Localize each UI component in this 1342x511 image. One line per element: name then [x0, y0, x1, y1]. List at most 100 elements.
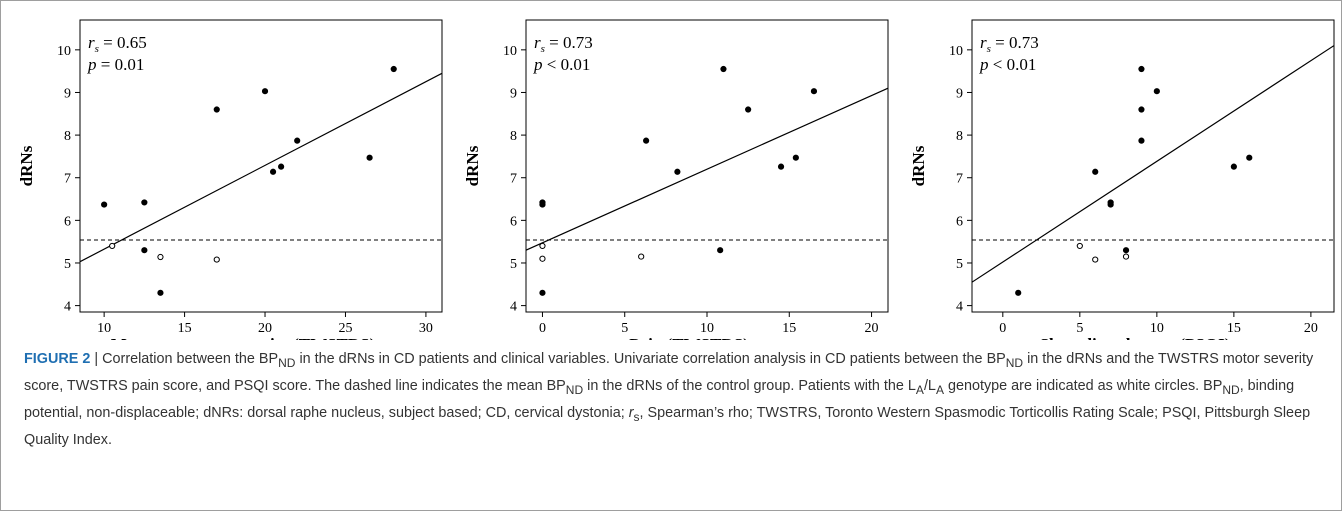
chart-area: 4 5 6 7 8 9 10 10 15 20 25 30 Motor symptom severity… [17, 19, 1335, 340]
data-point-filled [1138, 106, 1145, 113]
y-tick-label: 5 [956, 257, 963, 272]
y-tick-label: 7 [510, 172, 517, 187]
x-tick-label: 0 [539, 321, 546, 336]
data-point-open [109, 242, 116, 250]
data-point-filled [777, 163, 785, 170]
data-point-filled [366, 154, 373, 161]
data-point-filled [1015, 289, 1022, 296]
regression-line [526, 87, 888, 251]
x-tick-label: 20 [865, 321, 879, 336]
y-tick-label: 4 [956, 300, 963, 315]
plot-frame [971, 19, 1335, 313]
data-point-filled [717, 247, 724, 254]
data-point-filled [1153, 88, 1160, 95]
y-tick-label: 9 [64, 86, 71, 101]
regression-line [80, 72, 442, 263]
x-axis-label: Pain (TWSTRS) [629, 335, 749, 340]
data-point-filled [674, 168, 681, 175]
x-tick-label: 10 [1150, 321, 1164, 336]
x-tick-label: 15 [178, 321, 192, 336]
data-point-filled [720, 65, 727, 73]
x-tick-label: 20 [258, 321, 272, 336]
data-point-filled [1230, 163, 1237, 170]
x-tick-label: 5 [621, 321, 628, 336]
data-point-filled [810, 88, 818, 95]
x-tick-label: 10 [700, 321, 714, 336]
p-value-annotation: p = 0.01 [87, 55, 144, 74]
y-tick-label: 8 [64, 129, 71, 144]
y-axis-label: dRNs [463, 145, 482, 186]
data-point-filled [1122, 247, 1130, 254]
caption-separator: | [90, 351, 103, 367]
y-tick-label: 6 [956, 214, 963, 229]
data-point-open [638, 253, 645, 260]
regression-line [972, 45, 1334, 283]
y-tick-label: 8 [510, 129, 517, 144]
x-tick-label: 30 [419, 321, 433, 336]
x-tick-label: 15 [782, 321, 796, 336]
scatter-panel-sleep: 4 5 6 7 8 9 10 0 5 10 15 20 Sleep disturbances (PSQI… [909, 19, 1335, 340]
x-axis-label: Motor symptom severity (TWSTRS) [111, 335, 376, 340]
p-value-annotation: p < 0.01 [979, 55, 1036, 74]
data-point-filled [390, 65, 397, 73]
x-tick-label: 10 [97, 321, 111, 336]
y-tick-label: 9 [510, 86, 517, 101]
data-point-open [539, 255, 546, 262]
y-tick-label: 7 [64, 172, 71, 187]
data-point-filled [1138, 137, 1145, 144]
data-point-filled [745, 106, 752, 113]
data-point-filled [1138, 65, 1145, 73]
scatter-panel-pain: 4 5 6 7 8 9 10 0 5 10 15 20 Pain (TWSTRS) dRNs rs = 0.… [463, 19, 889, 340]
data-point-filled [1107, 199, 1114, 206]
scatter-panel-motor: 4 5 6 7 8 9 10 10 15 20 25 30 Motor symptom severity… [17, 19, 443, 340]
y-tick-label: 6 [64, 214, 71, 229]
data-point-filled [213, 106, 220, 113]
x-tick-label: 0 [999, 321, 1006, 336]
data-point-filled [792, 154, 799, 161]
data-point-filled [261, 88, 269, 95]
y-axis-label: dRNs [909, 145, 928, 186]
y-tick-label: 10 [57, 44, 71, 59]
x-tick-label: 25 [338, 321, 352, 336]
data-point-filled [141, 247, 148, 254]
data-point-filled [539, 289, 546, 296]
x-tick-label: 5 [1076, 321, 1083, 336]
x-tick-label: 15 [1227, 321, 1241, 336]
data-point-filled [1092, 168, 1099, 175]
data-point-filled [101, 201, 108, 208]
figure-caption: FIGURE 2 | Correlation between the BPND … [24, 348, 1324, 452]
y-tick-label: 8 [956, 129, 963, 144]
figure-label: FIGURE 2 [24, 351, 91, 367]
data-point-filled [157, 289, 164, 296]
y-tick-label: 6 [510, 214, 517, 229]
y-axis-label: dRNs [17, 145, 36, 186]
data-point-open [1076, 242, 1083, 250]
x-tick-label: 20 [1304, 321, 1318, 336]
plot-frame [79, 19, 443, 313]
data-point-filled [294, 137, 301, 144]
data-point-open [1092, 256, 1099, 263]
y-tick-label: 10 [503, 44, 517, 59]
data-point-open [213, 256, 220, 263]
data-point-filled [269, 168, 277, 175]
data-point-filled [539, 199, 546, 206]
y-tick-label: 4 [64, 300, 71, 315]
data-point-open [539, 242, 546, 250]
data-point-filled [141, 199, 148, 206]
data-point-filled [278, 163, 285, 170]
data-point-open [1122, 253, 1130, 260]
x-axis-label: Sleep disturbances (PSQI) [1040, 335, 1231, 340]
spearman-rho-annotation: rs = 0.73 [980, 33, 1039, 55]
y-tick-label: 10 [949, 44, 963, 59]
caption-text: Correlation between the BPND in the dRNs… [24, 351, 1314, 448]
p-value-annotation: p < 0.01 [533, 55, 590, 74]
data-point-open [157, 253, 164, 261]
y-tick-label: 4 [510, 300, 517, 315]
y-tick-label: 7 [956, 172, 963, 187]
y-tick-label: 5 [64, 257, 71, 272]
y-tick-label: 5 [510, 257, 517, 272]
y-tick-label: 9 [956, 86, 963, 101]
spearman-rho-annotation: rs = 0.65 [88, 33, 147, 55]
spearman-rho-annotation: rs = 0.73 [534, 33, 593, 55]
data-point-filled [1246, 154, 1253, 161]
